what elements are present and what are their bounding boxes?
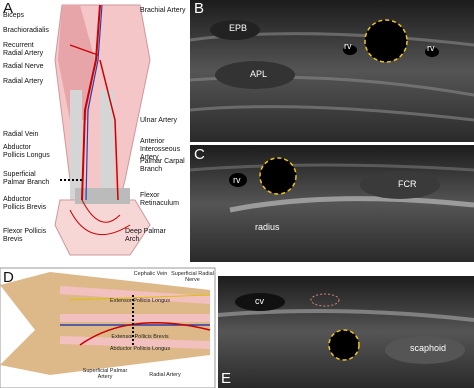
panel-letter: D (3, 269, 14, 286)
anatomy-label: Radial Artery (3, 78, 44, 85)
ultrasound-label: rv (427, 43, 435, 53)
anatomy-label: Radial Nerve (3, 63, 44, 70)
panel-letter: C (194, 146, 205, 163)
anatomy-label: Flexor Retinaculum (140, 192, 179, 207)
anatomy-label: Recurrent Radial Artery (3, 42, 44, 57)
anatomy-label: Superficial Radial Nerve (171, 271, 214, 283)
ultrasound-c (189, 145, 474, 262)
anatomy-label: Abductor Pollicis Longus (109, 346, 171, 352)
anatomy-label: Deep Palmar Arch (125, 228, 166, 243)
ultrasound-label: scaphoid (410, 343, 447, 353)
anatomy-label: Flexor Pollicis Brevis (3, 228, 47, 243)
anatomy-label: Brachial Artery (140, 7, 186, 14)
anatomy-label: Anterior Interosseous Artery (140, 138, 181, 161)
ultrasound-label: radius (255, 222, 280, 232)
anatomy-label: Superficial Palmar Branch (3, 171, 50, 186)
ultrasound-label: rv (233, 175, 241, 185)
ultrasound-b (189, 0, 474, 142)
hand-illustration (0, 267, 216, 388)
panel-letter: E (221, 370, 232, 387)
ultrasound-label: APL (250, 69, 268, 79)
ultrasound-label: FCR (398, 179, 417, 189)
ultrasound-label: rv (344, 41, 352, 51)
anatomy-label: Cephalic Vein (133, 271, 168, 277)
anatomy-label: Extensor Pollicis Longus (110, 298, 170, 304)
ultrasound-label: EPB (229, 23, 248, 33)
anatomy-label: Radial Vein (3, 131, 39, 138)
anatomy-label: Brachioradialis (3, 27, 49, 34)
anatomy-label: Radial Artery (149, 372, 181, 378)
anatomy-label: Abductor Pollicis Brevis (3, 196, 47, 211)
ultrasound-label: cv (255, 296, 264, 306)
anatomy-label: Extensor Pollicis Brevis (111, 334, 169, 340)
anatomy-label: Abductor Pollicis Longus (3, 144, 50, 159)
panel-letter: A (3, 0, 14, 17)
anatomy-label: Biceps (3, 12, 25, 19)
anatomy-label: Ulnar Artery (140, 117, 177, 124)
anatomy-label: Superficial Palmar Artery (82, 368, 128, 380)
anatomy-label: Palmar Carpal Branch (140, 158, 185, 173)
ultrasound-e (217, 276, 474, 388)
panel-letter: B (194, 0, 205, 17)
forearm-illustration (54, 4, 151, 256)
